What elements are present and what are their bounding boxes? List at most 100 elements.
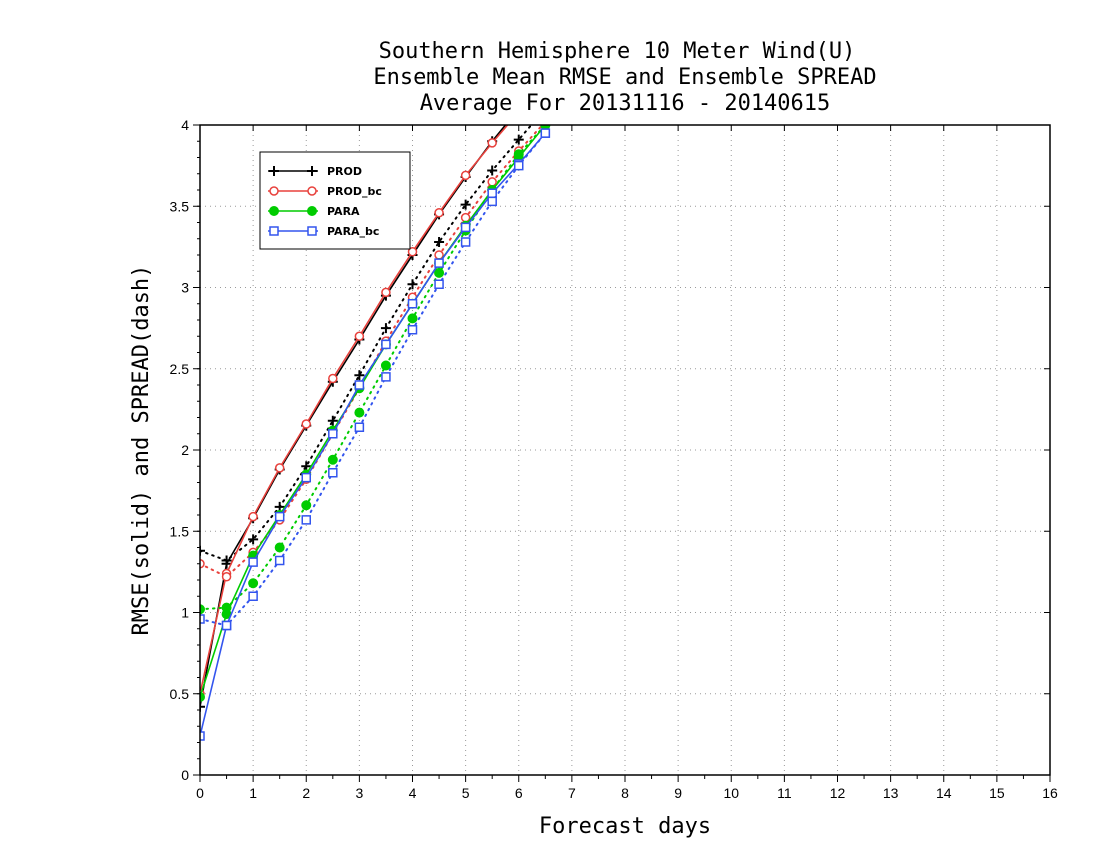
point-spread bbox=[248, 578, 259, 589]
point-spread bbox=[434, 279, 444, 289]
point-spread bbox=[381, 372, 391, 382]
point-spread bbox=[301, 500, 312, 511]
point-spread bbox=[380, 360, 391, 371]
point-spread bbox=[513, 134, 524, 145]
point-spread bbox=[200, 614, 205, 624]
point-rmse bbox=[248, 511, 258, 522]
point-rmse bbox=[301, 419, 311, 429]
x-tick-label: 9 bbox=[674, 785, 682, 801]
chart-title: Southern Hemisphere 10 Meter Wind(U) Ens… bbox=[373, 39, 876, 116]
x-tick-label: 14 bbox=[936, 785, 952, 801]
point-rmse bbox=[460, 170, 471, 181]
legend-entry: PARA_bc bbox=[268, 225, 379, 238]
legend-marker bbox=[307, 226, 317, 236]
point-rmse bbox=[460, 222, 471, 233]
y-axis-label: RMSE(solid) and SPREAD(dash) bbox=[129, 265, 154, 636]
series-layer bbox=[200, 125, 551, 741]
y-tick-label: 1 bbox=[181, 605, 189, 621]
point-spread bbox=[327, 415, 338, 426]
point-spread bbox=[221, 602, 232, 613]
y-tick-label: 2 bbox=[181, 442, 189, 458]
point-rmse bbox=[200, 701, 205, 712]
y-tick-label: 0.5 bbox=[170, 686, 190, 702]
point-rmse bbox=[407, 247, 418, 257]
legend-label: PARA_bc bbox=[327, 225, 379, 238]
point-rmse bbox=[328, 373, 338, 384]
x-tick-label: 2 bbox=[302, 785, 310, 801]
x-tick-label: 13 bbox=[883, 785, 899, 801]
point-spread bbox=[407, 279, 418, 290]
legend-label: PARA bbox=[327, 205, 360, 218]
title-line-1: Southern Hemisphere 10 Meter Wind(U) bbox=[379, 39, 856, 64]
axis-ticks: 0 1 2 3 4 5 6 7 8 9 10 11 12 13 14 15 1600.511.522.533.5… bbox=[170, 117, 1058, 801]
point-rmse bbox=[301, 472, 311, 483]
title-line-3: Average For 20131116 - 20140615 bbox=[420, 91, 831, 116]
x-tick-label: 7 bbox=[568, 785, 576, 801]
point-spread bbox=[514, 160, 524, 171]
x-tick-label: 8 bbox=[621, 785, 629, 801]
point-spread bbox=[460, 199, 471, 210]
legend-box bbox=[259, 151, 411, 250]
point-spread bbox=[380, 323, 391, 334]
legend-marker bbox=[269, 226, 279, 236]
legend-label: PROD bbox=[327, 165, 362, 178]
point-spread bbox=[540, 128, 551, 138]
legend-marker bbox=[307, 186, 317, 196]
legend-entry: PARA bbox=[268, 205, 360, 218]
point-spread bbox=[434, 267, 445, 278]
x-tick-label: 6 bbox=[515, 785, 523, 801]
y-tick-label: 4 bbox=[181, 117, 189, 133]
legend-entry: PROD_bc bbox=[268, 185, 382, 198]
point-rmse bbox=[487, 138, 497, 148]
point-spread bbox=[248, 591, 258, 601]
legend-marker bbox=[307, 166, 317, 176]
point-spread bbox=[301, 515, 311, 525]
point-spread bbox=[327, 454, 338, 465]
point-rmse bbox=[354, 380, 365, 390]
point-rmse bbox=[354, 331, 365, 341]
x-tick-label: 3 bbox=[355, 785, 363, 801]
point-spread bbox=[354, 370, 365, 381]
legend-entry: PROD bbox=[268, 165, 362, 178]
point-rmse bbox=[274, 463, 285, 473]
point-spread bbox=[354, 407, 365, 418]
point-spread bbox=[200, 545, 205, 556]
x-tick-label: 12 bbox=[830, 785, 846, 801]
y-tick-label: 1.5 bbox=[170, 523, 190, 539]
point-spread bbox=[434, 250, 444, 260]
point-spread bbox=[221, 555, 232, 566]
y-tick-label: 0 bbox=[181, 767, 189, 783]
point-rmse bbox=[248, 557, 258, 567]
y-tick-label: 3 bbox=[181, 280, 189, 296]
point-spread bbox=[407, 325, 418, 335]
point-spread bbox=[487, 196, 497, 207]
point-rmse bbox=[381, 287, 391, 298]
legend-marker bbox=[307, 206, 317, 216]
legend: PROD PROD_bc PARA PARA_bc bbox=[259, 151, 411, 250]
x-tick-label: 0 bbox=[196, 785, 204, 801]
point-spread bbox=[200, 604, 205, 615]
point-spread bbox=[328, 468, 338, 478]
point-rmse bbox=[274, 511, 285, 522]
y-tick-label: 3.5 bbox=[170, 198, 190, 214]
title-line-2: Ensemble Mean RMSE and Ensemble SPREAD bbox=[373, 65, 876, 90]
point-spread bbox=[487, 165, 498, 176]
point-spread bbox=[460, 237, 471, 247]
x-axis-label: Forecast days bbox=[539, 814, 711, 839]
x-tick-label: 4 bbox=[409, 785, 417, 801]
y-tick-label: 2.5 bbox=[170, 361, 190, 377]
legend-label: PROD_bc bbox=[327, 185, 382, 198]
x-tick-label: 15 bbox=[989, 785, 1005, 801]
point-spread bbox=[407, 313, 418, 324]
x-tick-label: 5 bbox=[462, 785, 470, 801]
point-spread bbox=[460, 212, 471, 223]
grid bbox=[200, 125, 1050, 775]
point-rmse bbox=[381, 339, 391, 350]
point-spread bbox=[274, 542, 285, 553]
x-tick-label: 1 bbox=[249, 785, 257, 801]
series-para-bc bbox=[200, 128, 551, 741]
legend-marker bbox=[269, 206, 279, 216]
point-spread bbox=[274, 555, 285, 566]
point-spread bbox=[221, 620, 232, 631]
